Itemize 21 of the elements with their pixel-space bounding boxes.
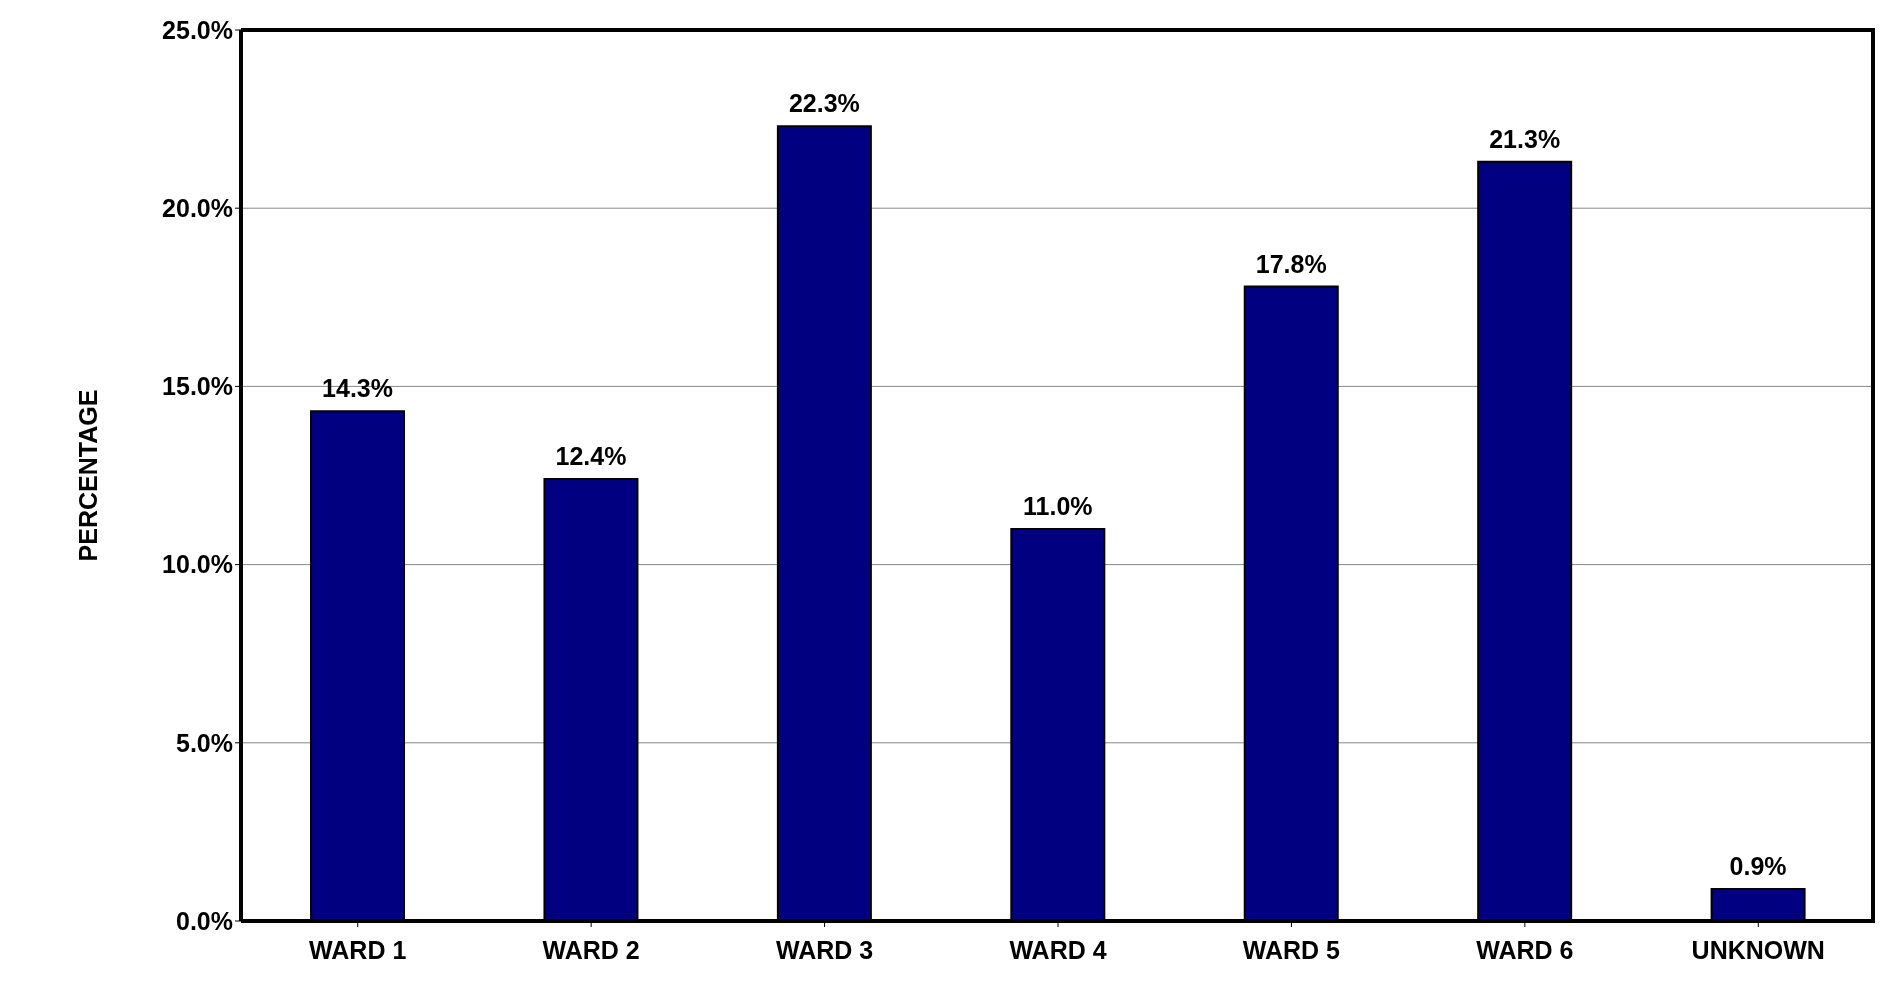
x-tick-label: WARD 6 <box>1476 935 1574 964</box>
x-tick-label: WARD 5 <box>1242 935 1341 964</box>
data-label: 21.3% <box>1489 124 1561 153</box>
y-axis-title: PERCENTAGE <box>73 389 102 562</box>
data-label: 14.3% <box>322 374 393 403</box>
data-label: 0.9% <box>1729 851 1787 880</box>
data-label: 22.3% <box>788 89 860 118</box>
data-label: 11.0% <box>1023 491 1093 520</box>
y-tick-label: 0.0% <box>176 906 233 935</box>
x-tick-label: WARD 4 <box>1009 935 1107 964</box>
x-tick-label: WARD 2 <box>542 935 640 964</box>
y-tick-label: 25.0% <box>162 15 233 44</box>
x-tick-label: WARD 1 <box>309 935 407 964</box>
x-tick-label: WARD 3 <box>775 935 874 964</box>
y-tick-label: 5.0% <box>176 728 233 757</box>
y-tick-label: 15.0% <box>162 372 233 401</box>
data-label: 12.4% <box>555 442 627 471</box>
y-tick-label: 20.0% <box>162 194 233 223</box>
y-tick-label: 10.0% <box>162 550 233 579</box>
x-tick-label: UNKNOWN <box>1691 935 1825 964</box>
data-label: 17.8% <box>1255 249 1327 278</box>
